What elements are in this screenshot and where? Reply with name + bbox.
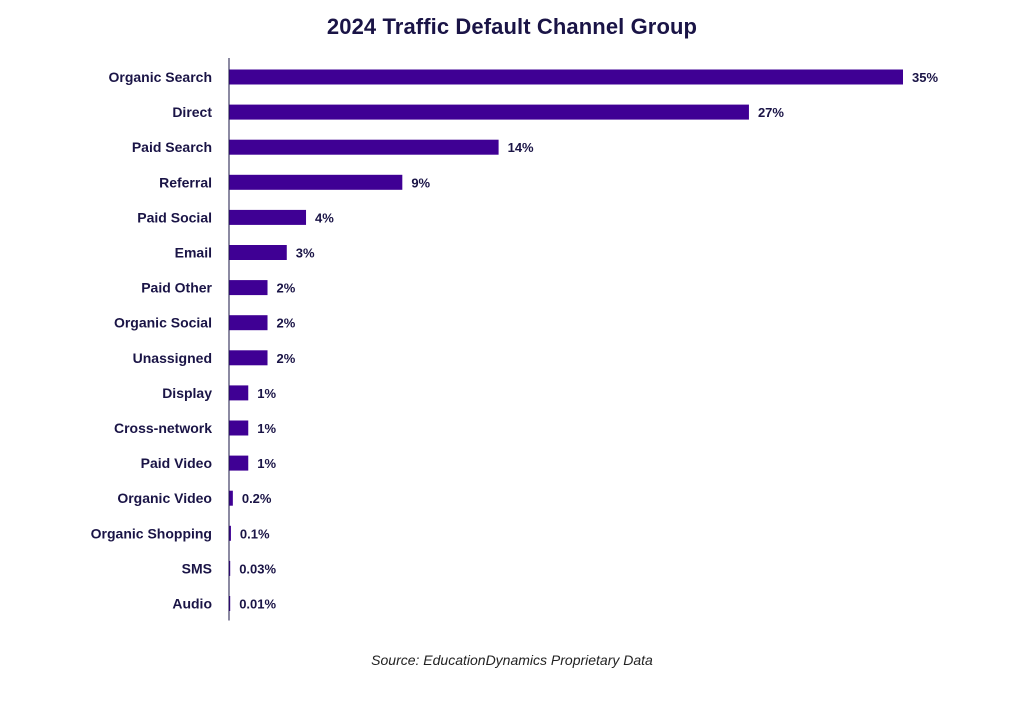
- value-label: 27%: [758, 105, 784, 120]
- bar: [229, 596, 231, 611]
- labels-layer: Organic Search 35% Direct 27% Paid Search 14%…: [91, 69, 939, 612]
- category-label: Audio: [172, 596, 212, 612]
- category-label: Paid Social: [137, 209, 212, 225]
- category-label: Paid Video: [141, 455, 212, 471]
- value-label: 35%: [912, 70, 938, 85]
- bar: [229, 69, 903, 85]
- value-label: 0.01%: [239, 597, 276, 612]
- category-label: Referral: [159, 174, 212, 190]
- bar: [229, 245, 287, 260]
- category-label: Cross-network: [114, 420, 212, 436]
- value-label: 4%: [315, 210, 334, 225]
- value-label: 14%: [508, 140, 534, 155]
- category-label: Paid Other: [141, 280, 212, 296]
- category-label: SMS: [182, 560, 212, 576]
- bar: [229, 455, 249, 471]
- value-label: 0.03%: [239, 561, 276, 576]
- category-label: Direct: [172, 104, 212, 120]
- bar: [229, 315, 268, 331]
- bar: [229, 104, 749, 120]
- value-label: 2%: [277, 281, 296, 296]
- value-label: 1%: [257, 456, 276, 471]
- bar: [229, 209, 307, 225]
- category-label: Display: [162, 385, 212, 401]
- category-label: Unassigned: [133, 350, 212, 366]
- bar: [229, 280, 268, 296]
- chart-title: 2024 Traffic Default Channel Group: [326, 14, 698, 39]
- category-label: Paid Search: [132, 139, 212, 155]
- bar: [229, 139, 499, 155]
- category-label: Email: [175, 245, 212, 261]
- bar: [229, 525, 231, 541]
- value-label: 1%: [257, 421, 276, 436]
- category-label: Organic Video: [117, 490, 212, 506]
- value-label: 0.2%: [242, 491, 272, 506]
- value-label: 3%: [296, 246, 315, 261]
- category-label: Organic Shopping: [91, 525, 212, 541]
- value-label: 1%: [257, 386, 276, 401]
- bar: [229, 420, 249, 436]
- category-label: Organic Search: [109, 69, 213, 85]
- source-note: Source: EducationDynamics Proprietary Da…: [371, 652, 653, 668]
- bar: [229, 385, 249, 401]
- bar: [229, 174, 403, 190]
- value-label: 2%: [277, 316, 296, 331]
- value-label: 9%: [411, 175, 430, 190]
- bar: [229, 560, 231, 576]
- value-label: 2%: [277, 351, 296, 366]
- value-label: 0.1%: [240, 526, 270, 541]
- bar: [229, 490, 233, 506]
- bar: [229, 350, 268, 366]
- bars-layer: [229, 69, 903, 611]
- category-label: Organic Social: [114, 315, 212, 331]
